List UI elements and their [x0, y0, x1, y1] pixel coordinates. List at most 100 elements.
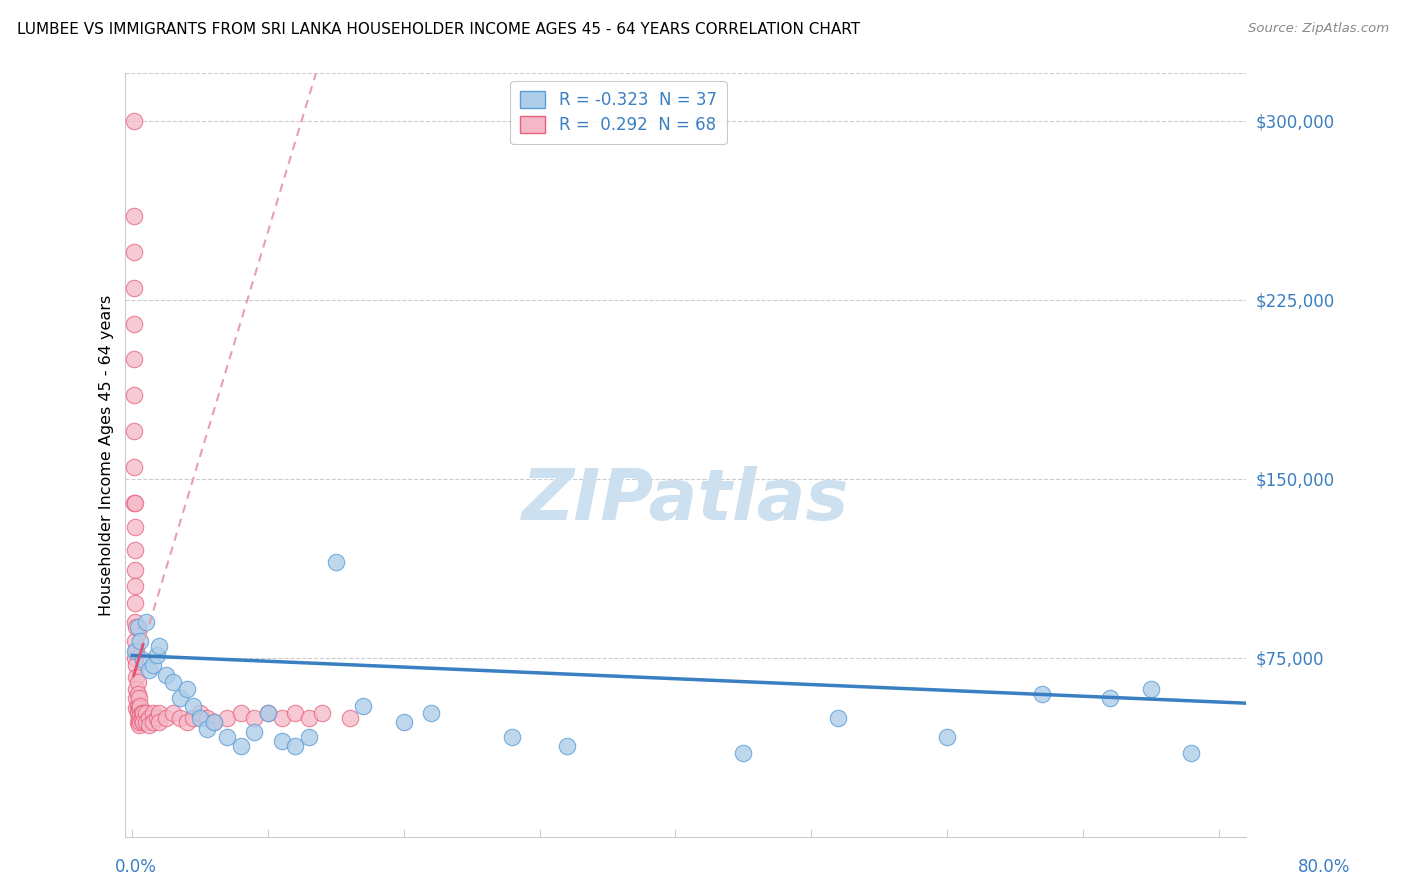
Point [135, 706, 157, 720]
Point [339, 710, 361, 724]
Point [148, 639, 170, 653]
Point [129, 715, 152, 730]
Point [135, 715, 157, 730]
Point [128, 710, 150, 724]
Point [352, 698, 374, 713]
Point [162, 674, 184, 689]
Point [122, 317, 145, 331]
Text: ZIPatlas: ZIPatlas [522, 467, 849, 535]
Point [122, 209, 145, 223]
Point [229, 706, 252, 720]
Point [188, 710, 211, 724]
Point [122, 245, 145, 260]
Point [827, 710, 849, 724]
Point [284, 739, 307, 753]
Point [138, 710, 160, 724]
Text: 80.0%: 80.0% [1298, 858, 1350, 876]
Point [124, 496, 146, 510]
Point [132, 715, 155, 730]
Point [132, 706, 155, 720]
Point [129, 698, 152, 713]
Point [122, 496, 145, 510]
Point [169, 691, 191, 706]
Point [125, 691, 148, 706]
Legend: R = -0.323  N = 37, R =  0.292  N = 68: R = -0.323 N = 37, R = 0.292 N = 68 [510, 81, 727, 145]
Point [127, 674, 149, 689]
Y-axis label: Householder Income Ages 45 - 64 years: Householder Income Ages 45 - 64 years [100, 294, 114, 615]
Point [125, 620, 148, 634]
Point [127, 687, 149, 701]
Point [148, 706, 170, 720]
Point [257, 706, 280, 720]
Point [733, 747, 755, 761]
Point [145, 710, 167, 724]
Point [124, 543, 146, 558]
Point [1098, 691, 1121, 706]
Point [127, 706, 149, 720]
Point [1180, 747, 1202, 761]
Point [183, 710, 205, 724]
Point [128, 717, 150, 731]
Point [122, 459, 145, 474]
Point [124, 634, 146, 648]
Point [188, 706, 211, 720]
Point [284, 706, 307, 720]
Point [392, 715, 415, 730]
Point [122, 352, 145, 367]
Point [132, 653, 155, 667]
Point [124, 643, 146, 657]
Text: 0.0%: 0.0% [115, 858, 157, 876]
Point [195, 723, 218, 737]
Point [127, 620, 149, 634]
Point [131, 706, 153, 720]
Point [125, 658, 148, 673]
Point [1031, 687, 1053, 701]
Point [257, 706, 280, 720]
Point [125, 701, 148, 715]
Point [936, 730, 959, 744]
Point [176, 715, 198, 730]
Point [555, 739, 578, 753]
Point [217, 730, 239, 744]
Point [298, 710, 321, 724]
Point [155, 667, 177, 681]
Point [202, 715, 225, 730]
Point [195, 710, 218, 724]
Point [122, 113, 145, 128]
Point [325, 555, 347, 569]
Point [127, 698, 149, 713]
Point [243, 710, 266, 724]
Point [124, 615, 146, 629]
Point [1139, 681, 1161, 696]
Point [122, 424, 145, 438]
Point [129, 634, 152, 648]
Text: Source: ZipAtlas.com: Source: ZipAtlas.com [1249, 22, 1389, 36]
Point [124, 562, 146, 576]
Point [142, 658, 165, 673]
Point [298, 730, 321, 744]
Point [217, 710, 239, 724]
Point [162, 706, 184, 720]
Point [202, 715, 225, 730]
Point [138, 717, 160, 731]
Point [502, 730, 524, 744]
Point [125, 681, 148, 696]
Point [131, 713, 153, 727]
Point [148, 715, 170, 730]
Point [128, 701, 150, 715]
Point [128, 691, 150, 706]
Point [142, 706, 165, 720]
Point [243, 724, 266, 739]
Point [270, 710, 292, 724]
Point [127, 715, 149, 730]
Point [138, 663, 160, 677]
Point [125, 670, 148, 684]
Point [142, 715, 165, 730]
Point [311, 706, 333, 720]
Point [183, 698, 205, 713]
Point [176, 681, 198, 696]
Point [229, 739, 252, 753]
Point [270, 734, 292, 748]
Text: LUMBEE VS IMMIGRANTS FROM SRI LANKA HOUSEHOLDER INCOME AGES 45 - 64 YEARS CORREL: LUMBEE VS IMMIGRANTS FROM SRI LANKA HOUS… [17, 22, 860, 37]
Point [420, 706, 443, 720]
